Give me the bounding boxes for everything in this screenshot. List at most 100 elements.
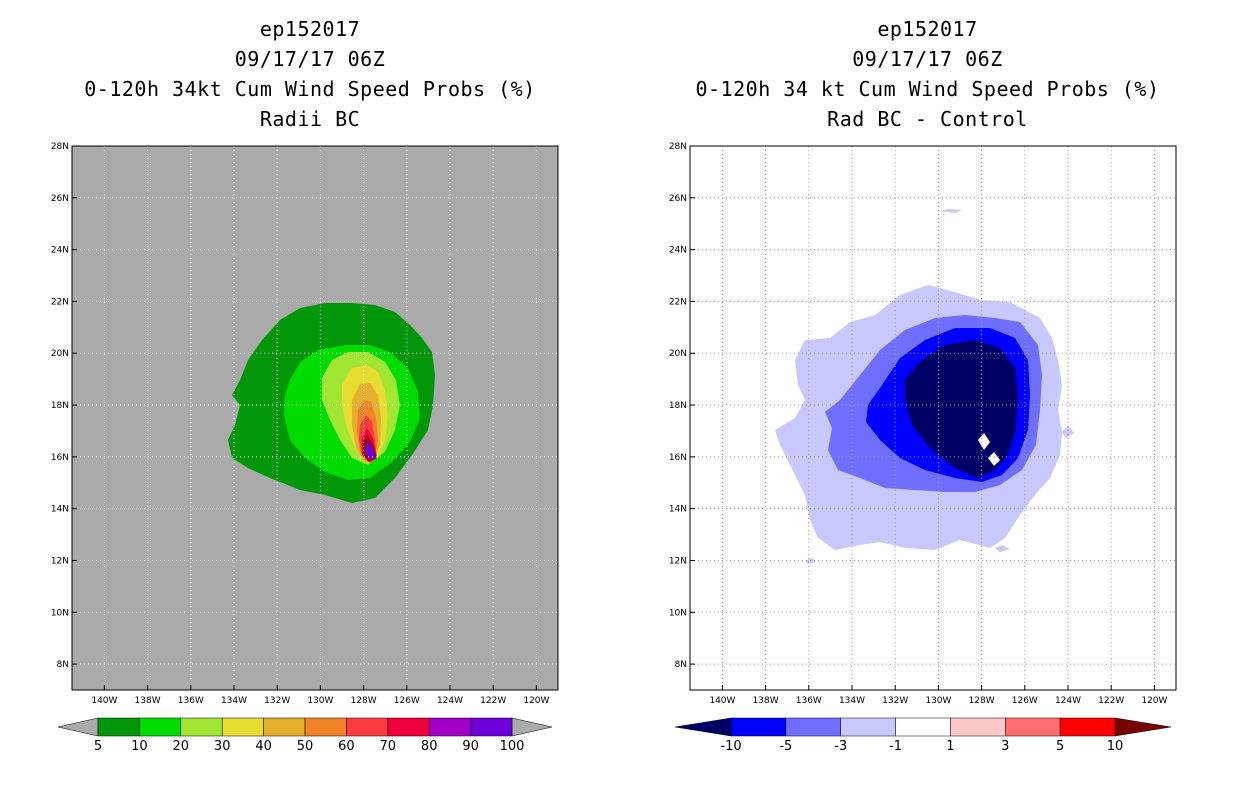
left-subtitle: 0-120h 34kt Cum Wind Speed Probs (%) <box>84 77 536 101</box>
right-y-tick-label: 26N <box>669 194 687 204</box>
left-chart: 140W 138W 136W 134W 132W 130W 128W 126W 124W 122W… <box>51 142 559 754</box>
left-colorbar-label: 10 <box>131 739 148 754</box>
left-colorbar-box <box>346 717 389 737</box>
left-colorbar-label: 80 <box>421 739 438 754</box>
right-date: 09/17/17 06Z <box>852 47 1003 71</box>
right-y-tick-label: 8N <box>675 660 687 670</box>
left-x-tick-label: 122W <box>480 696 506 706</box>
left-x-tick-label: 128W <box>351 696 377 706</box>
right-x-tick-label: 132W <box>882 696 908 706</box>
left-y-tick-label: 16N <box>51 453 69 463</box>
left-colorbar-box <box>97 717 140 737</box>
left-colorbar-box <box>263 717 306 737</box>
left-colorbar-box <box>428 717 471 737</box>
left-colorbar-box <box>221 717 264 737</box>
right-x-tick-label: 124W <box>1055 696 1081 706</box>
left-y-tick-label: 24N <box>51 246 69 256</box>
left-plot-frame <box>71 145 559 691</box>
left-x-tick-label: 132W <box>264 696 290 706</box>
right-colorbar-box <box>895 717 951 737</box>
right-y-tick-label: 16N <box>669 453 687 463</box>
left-colorbar-label: 90 <box>462 739 479 754</box>
left-colorbar: 5 10 20 30 40 50 60 70 80 90 100 <box>57 717 553 754</box>
right-y-tick-label: 12N <box>669 556 687 566</box>
left-storm-id: ep152017 <box>259 17 361 41</box>
right-axes: 140W 138W 136W 134W 132W 130W 128W 126W 124W 122W… <box>669 142 1168 706</box>
right-y-tick-label: 14N <box>669 505 687 515</box>
left-colorbar-arrow-low <box>57 717 99 737</box>
right-x-tick-label: 136W <box>796 696 822 706</box>
left-y-tick-label: 10N <box>51 608 69 618</box>
left-title: ep152017 09/17/17 06Z 0-120h 34kt Cum Wi… <box>60 14 560 134</box>
right-x-tick-label: 134W <box>839 696 865 706</box>
right-colorbar-box <box>840 717 896 737</box>
right-colorbar-label: -3 <box>834 739 847 754</box>
left-y-tick-label: 14N <box>51 505 69 515</box>
left-x-tick-label: 140W <box>91 696 117 706</box>
right-x-tick-label: 122W <box>1098 696 1124 706</box>
right-colorbar-label: -1 <box>889 739 902 754</box>
right-x-tick-label: 130W <box>925 696 951 706</box>
left-x-tick-label: 138W <box>135 696 161 706</box>
right-y-tick-label: 20N <box>669 349 687 359</box>
left-caption: Radii BC <box>259 107 361 131</box>
right-colorbar-box <box>730 717 787 737</box>
right-y-tick-label: 28N <box>669 142 687 152</box>
left-y-tick-label: 20N <box>51 349 69 359</box>
contour-minus3 <box>825 315 1042 492</box>
isolated-patch-south <box>805 558 816 564</box>
left-colorbar-label: 5 <box>94 739 102 754</box>
left-y-tick-label: 22N <box>51 297 69 307</box>
left-grid <box>72 145 558 690</box>
right-y-tick-label: 18N <box>669 401 687 411</box>
right-x-tick-label: 126W <box>1012 696 1038 706</box>
right-colorbar-label: 10 <box>1107 739 1124 754</box>
contour-100 <box>365 440 376 460</box>
right-colorbar: -10 -5 -3 -1 1 3 5 10 <box>674 717 1172 754</box>
right-plot-background <box>690 146 1176 690</box>
left-x-tick-label: 124W <box>437 696 463 706</box>
right-colorbar-label: 5 <box>1056 739 1064 754</box>
right-colorbar-label: -5 <box>779 739 792 754</box>
right-colorbar-box <box>1059 717 1116 737</box>
isolated-patch-southeast <box>995 545 1010 552</box>
right-x-tick-label: 120W <box>1141 696 1167 706</box>
contour-minus5 <box>866 328 1030 482</box>
left-colorbar-label: 100 <box>500 739 525 754</box>
left-colorbar-label: 50 <box>297 739 314 754</box>
left-colorbar-box <box>470 717 513 737</box>
right-colorbar-box <box>785 717 841 737</box>
right-y-tick-label: 22N <box>669 297 687 307</box>
left-colorbar-label: 60 <box>338 739 355 754</box>
left-colorbar-label: 20 <box>173 739 190 754</box>
right-difference-contours <box>775 209 1074 564</box>
isolated-patch-north <box>940 209 962 213</box>
right-colorbar-arrow-low <box>674 717 732 737</box>
left-x-tick-label: 134W <box>221 696 247 706</box>
left-x-tick-label: 126W <box>394 696 420 706</box>
right-colorbar-label: 3 <box>1001 739 1009 754</box>
left-colorbar-label: 40 <box>255 739 272 754</box>
left-axes: 140W 138W 136W 134W 132W 130W 128W 126W 124W 122W… <box>51 142 550 706</box>
left-colorbar-label: 70 <box>380 739 397 754</box>
right-colorbar-label: 1 <box>946 739 954 754</box>
left-colorbar-box <box>180 717 223 737</box>
left-y-tick-label: 26N <box>51 194 69 204</box>
left-y-tick-label: 28N <box>51 142 69 152</box>
right-colorbar-box <box>1005 717 1061 737</box>
right-title: ep152017 09/17/17 06Z 0-120h 34 kt Cum W… <box>675 14 1180 134</box>
right-x-tick-label: 128W <box>969 696 995 706</box>
left-x-tick-label: 130W <box>307 696 333 706</box>
left-colorbar-label: 30 <box>214 739 231 754</box>
small-positive-patch-1 <box>978 433 990 450</box>
right-storm-id: ep152017 <box>877 17 978 41</box>
left-y-tick-label: 18N <box>51 401 69 411</box>
left-y-tick-label: 12N <box>51 556 69 566</box>
left-y-tick-label: 8N <box>57 660 69 670</box>
contour-minus10 <box>905 340 1018 478</box>
right-colorbar-box <box>950 717 1006 737</box>
left-colorbar-box <box>387 717 430 737</box>
left-x-tick-label: 120W <box>523 696 549 706</box>
left-date: 09/17/17 06Z <box>234 47 386 71</box>
left-colorbar-box <box>139 717 182 737</box>
